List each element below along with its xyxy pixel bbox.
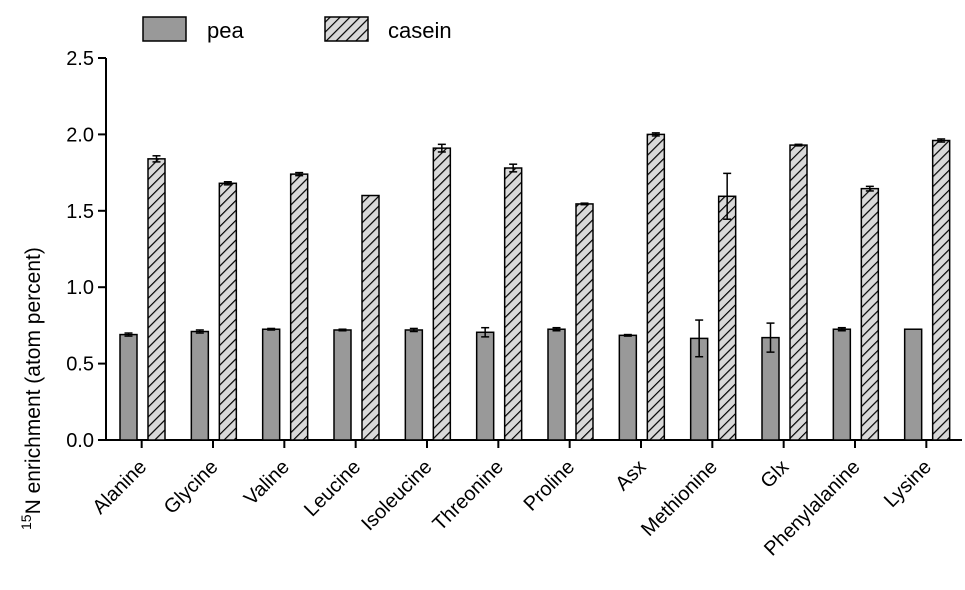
error-bar-casein-valine [295,171,304,177]
error-bar-casein-glx [794,143,803,147]
bar-casein-glx [789,144,808,441]
bar-pea-lysine [903,328,923,441]
error-bar-casein-isoleucine [437,143,446,153]
error-bar-pea-methionine [695,319,704,358]
x-tick-label-asx: Asx [611,456,650,495]
x-tick-label-threonine: Threonine [429,456,508,535]
x-tick-label-methionine: Methionine [637,456,722,541]
y-tick-label: 1.0 [66,277,94,299]
error-bars [124,132,946,358]
y-tick-label: 0.0 [66,430,94,452]
error-bar-casein-methionine [723,172,732,220]
bar-casein-glycine [218,182,238,441]
error-bar-pea-glx [766,322,775,353]
bar-casein-phenylalanine [860,187,880,441]
error-bar-pea-threonine [481,326,490,338]
error-bar-casein-threonine [509,163,518,173]
x-tick-label-glycine: Glycine [160,456,223,519]
bar-casein-threonine [503,167,523,441]
error-bar-casein-asx [651,132,660,137]
error-bar-pea-leucine [338,328,347,332]
error-bar-pea-isoleucine [409,327,418,333]
legend-label-pea: pea [207,18,244,43]
bar-casein-isoleucine [432,147,452,441]
legend: pea casein [142,16,452,43]
error-bar-pea-valine [267,327,276,331]
error-bar-pea-phenylalanine [837,326,846,332]
bar-pea-valine [261,328,281,441]
bar-pea-leucine [333,329,352,441]
y-tick-label: 0.5 [66,354,94,376]
bar-casein-methionine [717,195,737,441]
y-axis-title-superscript: 15 [18,514,34,530]
error-bar-casein-alanine [152,155,161,163]
x-axis-labels: Alanine Glycine Valine LeucineIsoleucineThr… [88,456,935,560]
y-axis-title: 15N enrichment (atom percent) [18,247,45,530]
bar-pea-glx [761,336,780,441]
error-bar-pea-asx [623,333,632,337]
bar-casein-asx [646,133,666,441]
bars [119,133,951,441]
error-bar-pea-proline [552,326,561,332]
error-bar-casein-lysine [937,138,946,143]
bar-casein-lysine [931,139,951,441]
x-tick-label-alanine: Alanine [88,456,151,519]
legend-swatch-casein [324,16,369,42]
x-tick-label-lysine: Lysine [880,456,936,512]
bar-pea-alanine [119,333,138,441]
x-tick-label-glx: Glx [756,456,793,493]
x-tick-label-isoleucine: Isoleucine [357,456,436,535]
axes: 0.0 0.5 1.0 1.5 2.0 2.5 [66,48,962,452]
bar-pea-asx [618,334,638,441]
y-tick-label: 1.5 [66,201,94,223]
bar-pea-phenylalanine [832,328,852,441]
x-tick-label-proline: Proline [520,456,580,516]
y-tick-label: 2.5 [66,48,94,70]
legend-swatch-pea [142,16,187,42]
bar-casein-leucine [361,194,380,441]
bar-casein-valine [289,173,309,441]
error-bar-casein-glycine [223,181,232,186]
error-bar-casein-proline [580,202,589,206]
bar-pea-isoleucine [404,329,424,441]
bar-casein-alanine [147,158,166,441]
error-bar-pea-glycine [195,329,204,334]
bar-casein-proline [575,203,594,441]
y-axis-title-text: N enrichment (atom percent) [22,247,45,514]
error-bar-pea-alanine [124,332,133,337]
bar-pea-proline [547,328,566,441]
x-tick-label-leucine: Leucine [300,456,365,521]
error-bar-casein-phenylalanine [865,185,874,192]
x-tick-label-valine: Valine [240,456,294,510]
bar-pea-threonine [475,331,495,441]
legend-label-casein: casein [388,18,452,43]
bar-pea-glycine [190,330,210,441]
y-tick-label: 2.0 [66,124,94,146]
